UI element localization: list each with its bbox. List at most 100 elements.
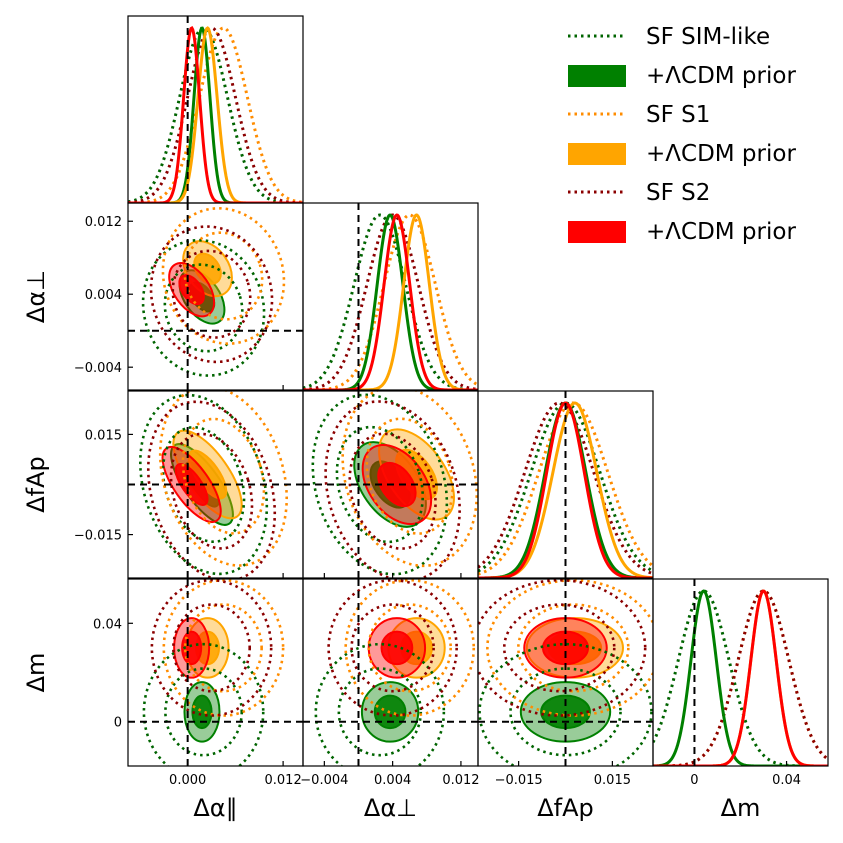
curve-apar--cdm-prior xyxy=(128,26,303,203)
dotted-68-ff8c00 xyxy=(365,417,454,535)
panel-diag-dm xyxy=(653,579,828,766)
frame-0-0 xyxy=(127,15,304,204)
frame-1-1 xyxy=(302,202,479,391)
legend-label: +ΛCDM prior xyxy=(646,63,796,89)
dotted-95-8b0000 xyxy=(149,225,274,364)
curve-apar-sf-s2 xyxy=(128,26,303,203)
xtick-label-apar: 0.012 xyxy=(265,773,302,788)
legend-swatch-filled xyxy=(568,143,626,165)
curve-dm--cdm-prior xyxy=(653,589,828,766)
xtick-label-fap: 0.015 xyxy=(594,773,631,788)
contour-68-ff0000 xyxy=(542,630,589,666)
panel-fap-vs-apar xyxy=(128,391,303,578)
dotted-95-8b0000 xyxy=(478,579,647,717)
xlabel-apar: Δα∥ xyxy=(193,794,237,822)
xlabel-fap: ΔfAp xyxy=(537,794,594,822)
dotted-68-006400 xyxy=(509,667,622,757)
xtick-label-aperp: 0.004 xyxy=(374,773,411,788)
xlabel-aperp: Δα⊥ xyxy=(364,794,417,822)
legend-label: +ΛCDM prior xyxy=(646,219,796,245)
dotted-95-ff8c00 xyxy=(486,579,653,717)
ytick-label-aperp: −0.004 xyxy=(74,361,122,376)
contour-68-ff0000 xyxy=(377,461,417,508)
curve-apar-sf-s1 xyxy=(128,26,303,203)
legend-label: SF S2 xyxy=(646,180,710,206)
legend-label: SF S1 xyxy=(646,102,710,128)
dotted-68-ff8c00 xyxy=(183,603,263,693)
legend-item: +ΛCDM prior xyxy=(568,63,796,89)
legend-item: SF SIM-like xyxy=(568,24,770,50)
curve-apar--cdm-prior xyxy=(128,26,303,203)
dotted-95-006400 xyxy=(478,642,653,766)
ytick-label-fap: 0.015 xyxy=(85,428,122,443)
dotted-68-006400 xyxy=(161,425,246,544)
legend-item: +ΛCDM prior xyxy=(568,141,796,167)
xtick-label-aperp: 0.012 xyxy=(442,773,479,788)
dotted-95-8b0000 xyxy=(150,579,273,717)
dotted-68-ff8c00 xyxy=(181,417,266,535)
curve-dm-sf-s2 xyxy=(653,589,828,766)
dotted-68-8b0000 xyxy=(502,603,616,693)
ylabel-fap: ΔfAp xyxy=(22,456,50,513)
xlabel-dm: Δm xyxy=(721,794,761,822)
panels-layer: 0.000 0.012 Δα∥ −0.004 0.004 0.012 Δα⊥ −0.015 0.… xyxy=(22,15,829,822)
ylabel-dm: Δm xyxy=(22,653,50,693)
legend-label: +ΛCDM prior xyxy=(646,141,796,167)
dotted-68-006400 xyxy=(164,667,244,757)
dotted-95-8b0000 xyxy=(146,400,277,578)
dotted-95-006400 xyxy=(141,238,266,377)
ytick-label-dm: 0 xyxy=(114,716,122,731)
ytick-label-dm: 0.04 xyxy=(93,617,122,632)
curve-aperp--cdm-prior xyxy=(303,213,478,390)
panel-aperp-vs-apar xyxy=(128,203,303,390)
dotted-68-8b0000 xyxy=(348,432,437,550)
contour-68-ffa500 xyxy=(193,252,222,285)
dotted-95-ff8c00 xyxy=(158,391,288,567)
ytick-label-fap: −0.015 xyxy=(74,529,122,544)
panel-diag-apar xyxy=(128,16,303,203)
panel-dm-vs-apar xyxy=(128,579,303,766)
dotted-68-006400 xyxy=(163,263,244,353)
xtick-label-dm: 0.04 xyxy=(772,773,801,788)
frame-2-2 xyxy=(477,390,654,579)
xtick-label-aperp: −0.004 xyxy=(300,773,348,788)
curve-apar-sf-sim-like xyxy=(128,26,303,203)
frame-3-3 xyxy=(652,578,829,767)
dotted-95-ff8c00 xyxy=(344,579,476,717)
ytick-label-aperp: 0.004 xyxy=(85,288,122,303)
dotted-68-006400 xyxy=(335,425,425,544)
panel-diag-fap xyxy=(478,391,653,578)
legend-swatch-filled xyxy=(568,65,626,87)
legend-label: SF SIM-like xyxy=(646,24,770,50)
contour-68-008000 xyxy=(191,694,213,730)
dotted-68-8b0000 xyxy=(350,603,435,693)
contour-68-ff0000 xyxy=(178,274,205,306)
contour-68-008000 xyxy=(373,694,407,730)
dotted-95-006400 xyxy=(142,642,265,766)
dotted-68-006400 xyxy=(337,667,423,757)
legend-item: +ΛCDM prior xyxy=(568,219,796,245)
curve-fap-sf-sim-like xyxy=(478,401,653,573)
curve-apar--cdm-prior xyxy=(128,26,303,203)
legend-item: SF S1 xyxy=(568,102,710,128)
ylabel-aperp: Δα⊥ xyxy=(22,270,50,323)
ytick-label-aperp: 0.012 xyxy=(85,215,122,230)
dotted-68-8b0000 xyxy=(172,603,252,693)
dotted-95-ff8c00 xyxy=(161,207,286,345)
dotted-68-8b0000 xyxy=(171,249,252,339)
xtick-label-apar: 0.000 xyxy=(169,773,206,788)
dotted-68-8b0000 xyxy=(169,432,254,550)
panel-diag-aperp xyxy=(303,203,478,390)
legend-swatch-filled xyxy=(568,221,626,243)
panel-fap-vs-aperp xyxy=(303,391,478,578)
dotted-95-006400 xyxy=(314,642,446,766)
legend-item: SF S2 xyxy=(568,180,710,206)
dotted-68-ff8c00 xyxy=(367,603,452,693)
xtick-label-dm: 0 xyxy=(690,773,698,788)
dotted-95-ff8c00 xyxy=(162,579,285,717)
panel-dm-vs-fap xyxy=(478,579,653,766)
xtick-label-fap: −0.015 xyxy=(495,773,543,788)
contour-68-ff0000 xyxy=(380,630,414,666)
curve-dm--cdm-prior xyxy=(653,589,828,766)
